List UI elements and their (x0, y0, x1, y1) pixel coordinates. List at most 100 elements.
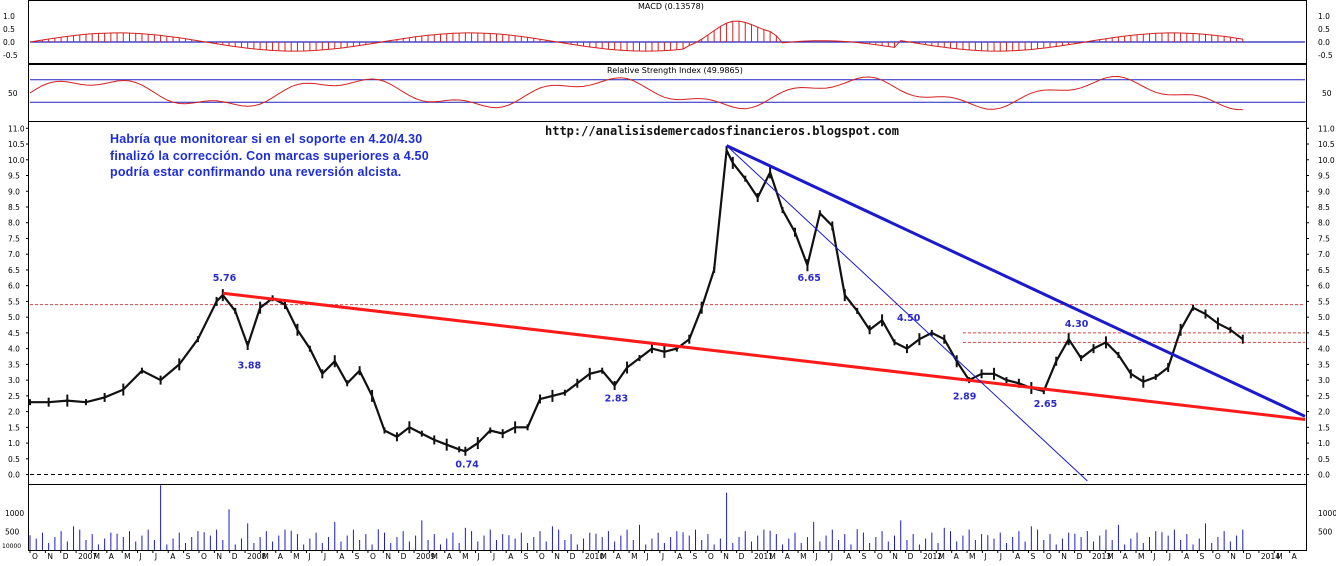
price-tick-left: 0.0 (8, 471, 20, 480)
x-tick-label: A (447, 552, 453, 561)
macd-tick-right: -0.5 (1318, 51, 1333, 60)
x-tick-label: A (508, 552, 514, 561)
price-tick-right: 9.5 (1318, 172, 1330, 181)
resistance-trendline (725, 144, 1306, 418)
x-tick-label: A (677, 552, 683, 561)
x-tick-label: N (385, 552, 391, 561)
x-tick-label: O (1046, 552, 1052, 561)
x-tick-label: D (1077, 552, 1083, 561)
x-tick-label: D (1246, 552, 1252, 561)
x-tick-label: D (232, 552, 238, 561)
x-tick-label: O (201, 552, 207, 561)
x-tick-label: D (401, 552, 407, 561)
x-tick-label: M (293, 552, 299, 561)
x-tick-label: O (32, 552, 38, 561)
rsi-tick-right: 50 (1322, 89, 1332, 98)
x-tick-label: J (308, 552, 311, 561)
price-tick-right: 0.0 (1318, 471, 1330, 480)
price-annotation: 4.50 (897, 313, 921, 324)
price-annotation: 2.65 (1034, 399, 1057, 410)
price-tick-left: 10.5 (8, 140, 25, 149)
x-tick-label: M (1107, 552, 1113, 561)
x-tick-label: A (954, 552, 960, 561)
macd-tick-left: 0.5 (3, 25, 15, 34)
x-tick-label: A (785, 552, 791, 561)
price-tick-left: 0.5 (8, 455, 20, 464)
price-annotation: 2.83 (605, 393, 628, 404)
x-tick-label: N (47, 552, 53, 561)
rsi-panel (28, 64, 1307, 122)
price-annotation: 4.30 (1065, 319, 1089, 330)
x-tick-label: O (539, 552, 545, 561)
analysis-note-line-2: finalizó la corrección. Con marcas super… (110, 148, 429, 163)
price-tick-right: 6.5 (1318, 266, 1330, 275)
source-url: http://analisisdemercadosfinancieros.blo… (545, 124, 900, 138)
x-tick-label: J (323, 552, 326, 561)
x-tick-label: M (431, 552, 437, 561)
x-tick-label: J (1168, 552, 1171, 561)
price-tick-right: 3.5 (1318, 360, 1330, 369)
x-tick-label: N (216, 552, 222, 561)
x-tick-label: D (63, 552, 69, 561)
macd-tick-right: 1.0 (1318, 12, 1330, 21)
x-tick-label: S (355, 552, 360, 561)
x-tick-label: 2011 (754, 552, 773, 561)
x-tick-label: A (616, 552, 622, 561)
rsi-title: Relative Strength Index (49.9865) (607, 66, 743, 75)
price-tick-right: 11.0 (1318, 124, 1335, 133)
price-tick-right: 7.0 (1318, 250, 1330, 259)
x-tick-label: M (1276, 552, 1282, 561)
x-tick-label: J (1152, 552, 1155, 561)
price-tick-left: 6.5 (8, 266, 20, 275)
x-tick-label: M (938, 552, 944, 561)
price-tick-right: 6.0 (1318, 282, 1330, 291)
x-tick-label: J (983, 552, 986, 561)
resistance-trendline (726, 145, 1088, 482)
x-tick-label: J (476, 552, 479, 561)
macd-tick-left: 1.0 (3, 12, 15, 21)
price-tick-left: 3.5 (8, 360, 20, 369)
price-tick-right: 10.5 (1318, 140, 1335, 149)
price-tick-left: 2.0 (8, 408, 20, 417)
x-tick-label: S (524, 552, 529, 561)
price-tick-right: 8.5 (1318, 203, 1330, 212)
x-tick-label: J (814, 552, 817, 561)
x-tick-label: N (892, 552, 898, 561)
price-tick-left: 11.0 (8, 124, 25, 133)
x-tick-label: A (1184, 552, 1190, 561)
price-annotation: 0.74 (455, 459, 479, 470)
price-tick-right: 2.5 (1318, 392, 1330, 401)
price-tick-left: 4.0 (8, 345, 20, 354)
price-tick-left: 4.5 (8, 329, 20, 338)
price-tick-left: 10.0 (8, 156, 25, 165)
x-tick-label: J (139, 552, 142, 561)
x-tick-label: A (339, 552, 345, 561)
x-tick-label: M (969, 552, 975, 561)
price-panel (28, 121, 1307, 485)
volume-tick-left: 1000 (5, 509, 24, 518)
x-tick-label: 2009 (416, 552, 435, 561)
x-tick-label: M (1138, 552, 1144, 561)
x-tick-label: A (1292, 552, 1298, 561)
macd-panel (28, 0, 1307, 64)
price-tick-right: 8.0 (1318, 219, 1330, 228)
macd-tick-right: 0.5 (1318, 25, 1330, 34)
x-tick-label: S (862, 552, 867, 561)
x-tick-label: J (830, 552, 833, 561)
volume-tick-left: 500 (5, 528, 20, 537)
price-tick-left: 8.0 (8, 219, 20, 228)
x-tick-label: J (492, 552, 495, 561)
price-tick-right: 3.0 (1318, 376, 1330, 385)
price-tick-right: 7.5 (1318, 234, 1330, 243)
x-tick-label: J (999, 552, 1002, 561)
x-tick-label: S (1030, 552, 1035, 561)
x-tick-label: M (769, 552, 775, 561)
x-tick-label: 2008 (247, 552, 266, 561)
x-tick-label: J (661, 552, 664, 561)
x-tick-label: O (370, 552, 376, 561)
x-tick-label: M (631, 552, 637, 561)
x-tick-label: D (739, 552, 745, 561)
rsi-tick-left: 50 (8, 89, 18, 98)
